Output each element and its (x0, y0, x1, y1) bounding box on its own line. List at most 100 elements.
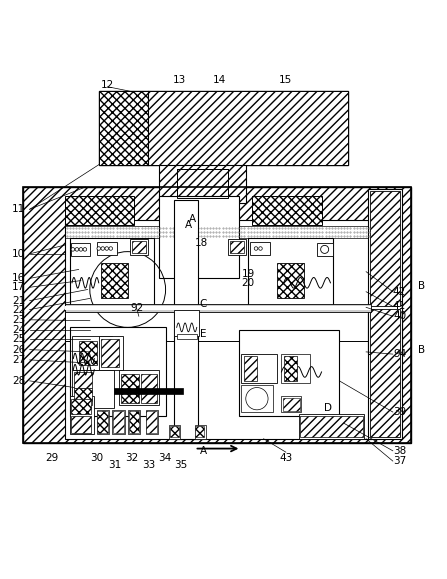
Bar (70, 397, 94, 434)
Bar (250, 242, 270, 255)
Text: 26: 26 (12, 345, 25, 355)
Bar (159, 165, 246, 203)
Text: D: D (324, 402, 332, 413)
Bar (65, 221, 371, 439)
Circle shape (246, 387, 268, 410)
Bar (65, 304, 371, 312)
Text: 27: 27 (12, 355, 25, 365)
Bar (241, 354, 277, 383)
Text: 17: 17 (12, 283, 25, 292)
Bar (71, 399, 91, 414)
Bar (228, 239, 246, 255)
Bar (129, 411, 139, 433)
Bar (368, 189, 402, 307)
Bar (230, 241, 244, 253)
Bar (121, 374, 139, 403)
Text: 34: 34 (158, 453, 171, 463)
Circle shape (101, 247, 105, 250)
Bar (141, 374, 156, 403)
Bar (70, 327, 165, 416)
Bar (170, 426, 179, 438)
Text: 94: 94 (393, 349, 406, 359)
Text: 31: 31 (108, 460, 121, 470)
Text: 33: 33 (142, 460, 155, 470)
Text: 14: 14 (212, 75, 226, 85)
Text: 21: 21 (12, 296, 25, 306)
Bar (74, 387, 92, 405)
Text: 18: 18 (194, 238, 208, 248)
Circle shape (79, 248, 83, 251)
Text: A: A (200, 446, 207, 456)
Bar (114, 388, 183, 394)
Text: 11: 11 (12, 204, 25, 214)
Bar (173, 200, 198, 439)
Text: 16: 16 (12, 273, 25, 283)
Bar (97, 242, 117, 255)
Bar (195, 426, 204, 438)
Bar (132, 241, 146, 253)
Bar (112, 410, 125, 434)
Circle shape (83, 248, 87, 251)
Bar (119, 370, 159, 405)
Text: 30: 30 (90, 453, 103, 463)
Bar (244, 356, 257, 381)
Bar (99, 336, 123, 370)
Circle shape (254, 247, 258, 250)
Bar (72, 336, 112, 370)
Text: 25: 25 (12, 335, 25, 345)
Bar (174, 310, 199, 336)
Circle shape (320, 245, 329, 254)
Bar (71, 416, 91, 433)
Text: E: E (200, 329, 207, 339)
Text: 13: 13 (172, 75, 186, 85)
Bar (370, 190, 401, 306)
Text: B: B (418, 281, 426, 291)
Bar (130, 239, 148, 255)
Bar (99, 91, 148, 165)
Bar (74, 372, 92, 387)
Text: B: B (418, 345, 426, 355)
Bar (169, 426, 180, 439)
Bar (300, 416, 363, 438)
Bar (101, 263, 128, 298)
Text: 29: 29 (45, 453, 59, 463)
Text: 15: 15 (279, 75, 292, 85)
Bar (194, 426, 206, 439)
Text: 28: 28 (12, 376, 25, 386)
Text: 38: 38 (393, 446, 406, 456)
Bar (177, 169, 228, 198)
Text: 12: 12 (101, 79, 114, 90)
Bar (248, 238, 333, 307)
Bar (177, 169, 228, 198)
Bar (181, 203, 224, 218)
Circle shape (75, 248, 79, 251)
Circle shape (97, 247, 101, 250)
Bar (159, 196, 239, 278)
Bar (146, 410, 158, 434)
Circle shape (105, 247, 109, 250)
Bar (159, 165, 246, 203)
Bar (148, 91, 348, 165)
Bar (370, 309, 401, 438)
Text: 20: 20 (241, 278, 255, 288)
Text: 43: 43 (279, 453, 292, 463)
Bar (23, 187, 411, 444)
Bar (79, 341, 97, 365)
Bar (70, 238, 154, 307)
Bar (65, 310, 371, 341)
Text: 22: 22 (12, 305, 25, 314)
Bar (65, 306, 371, 310)
Text: 24: 24 (12, 325, 25, 335)
Bar (253, 196, 321, 225)
Bar (72, 370, 114, 408)
Bar (71, 243, 90, 256)
Text: 42: 42 (393, 287, 406, 296)
Bar (241, 385, 273, 412)
Bar (23, 187, 411, 444)
Bar (317, 243, 333, 256)
Bar (99, 91, 348, 165)
Bar (147, 411, 157, 433)
Bar (97, 410, 109, 434)
Circle shape (71, 248, 75, 251)
Bar (239, 329, 339, 416)
